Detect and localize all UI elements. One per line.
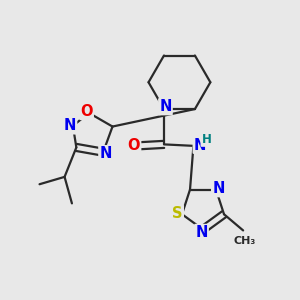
- Text: N: N: [194, 138, 206, 153]
- Text: H: H: [201, 133, 211, 146]
- Text: N: N: [99, 146, 112, 161]
- Text: S: S: [172, 206, 183, 221]
- Text: O: O: [128, 138, 140, 153]
- Text: N: N: [159, 99, 172, 114]
- Text: CH₃: CH₃: [233, 236, 256, 246]
- Text: O: O: [80, 104, 93, 119]
- Text: N: N: [195, 225, 208, 240]
- Text: N: N: [212, 181, 224, 196]
- Text: N: N: [64, 118, 76, 134]
